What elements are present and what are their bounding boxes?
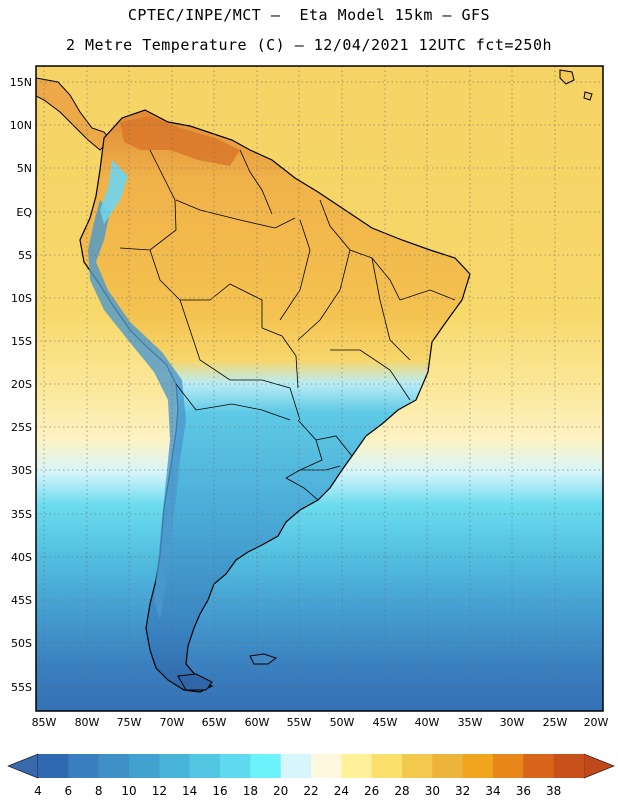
lat-label: 15N [10, 76, 32, 89]
lat-label: 40S [11, 551, 32, 564]
title-line-2: 2 Metre Temperature (C) – 12/04/2021 12U… [65, 36, 553, 54]
lat-label: 10S [11, 292, 32, 305]
colorbar-label: 30 [425, 784, 440, 798]
colorbar-label: 24 [334, 784, 349, 798]
colorbar-high-arrow [583, 753, 615, 779]
lat-label: 25S [11, 421, 32, 434]
colorbar-swatch [159, 754, 190, 778]
colorbar-label: 12 [152, 784, 167, 798]
colorbar-swatch [189, 754, 221, 778]
lat-label: 20S [11, 378, 32, 391]
lon-label: 20W [584, 716, 609, 729]
lon-label: 70W [160, 716, 185, 729]
colorbar-label: 10 [121, 784, 136, 798]
colorbar-swatch [493, 754, 524, 778]
colorbar-label: 6 [65, 784, 73, 798]
colorbar-swatch [311, 754, 342, 778]
tierra-del-fuego [177, 673, 213, 691]
lat-label: 55S [11, 681, 32, 694]
lon-label: 25W [543, 716, 568, 729]
colorbar-label: 26 [364, 784, 379, 798]
colorbar-swatch [402, 754, 433, 778]
map-frame [35, 65, 604, 712]
colorbar-label: 8 [95, 784, 103, 798]
lat-label: 50S [11, 637, 32, 650]
colorbar-swatch [129, 754, 160, 778]
colorbar: 4 6 8 10 12 14 16 18 20 22 24 26 28 30 32 34 36 38 [7, 753, 615, 798]
colorbar-swatch [341, 754, 372, 778]
andes-north-ridge [100, 160, 128, 224]
lon-label: 65W [202, 716, 227, 729]
title-line-1: CPTEC/INPE/MCT – Eta Model 15km – GFS [127, 6, 491, 24]
colorbar-swatch [98, 754, 130, 778]
lat-label: 15S [11, 335, 32, 348]
colorbar-label: 36 [516, 784, 531, 798]
colorbar-label: 28 [394, 784, 409, 798]
lon-label: 50W [330, 716, 355, 729]
lon-label: 60W [245, 716, 270, 729]
longitude-labels: 85W 80W 75W 70W 65W 60W 55W 50W 45W 40W … [32, 716, 609, 729]
colorbar-swatch [250, 754, 281, 778]
colorbar-low-arrow [7, 753, 39, 779]
colorbar-swatch [523, 754, 554, 778]
colorbar-label: 22 [303, 784, 318, 798]
lat-label: 30S [11, 464, 32, 477]
caribbean-islands [559, 69, 593, 101]
colorbar-swatch [553, 754, 585, 778]
colorbar-label: 38 [546, 784, 561, 798]
colorbar-label: 14 [182, 784, 197, 798]
lon-label: 35W [458, 716, 483, 729]
lon-label: 40W [415, 716, 440, 729]
lon-label: 30W [500, 716, 525, 729]
lat-label: 5N [17, 162, 32, 175]
falkland-islands [249, 653, 278, 665]
country-borders [119, 149, 456, 501]
colorbar-swatch [38, 754, 69, 778]
colorbar-label: 20 [273, 784, 288, 798]
lon-label: 45W [373, 716, 398, 729]
lon-label: 75W [117, 716, 142, 729]
andes-ridge [88, 200, 186, 620]
lat-label: 35S [11, 508, 32, 521]
latitude-labels: 15N 10N 5N EQ 5S 10S 15S 20S 25S 30S 35S… [10, 76, 33, 694]
colorbar-swatch [68, 754, 99, 778]
lon-label: 80W [75, 716, 100, 729]
colorbar-swatch [220, 754, 251, 778]
colorbar-swatch [280, 754, 312, 778]
colorbar-label: 4 [34, 784, 42, 798]
colorbar-label: 32 [455, 784, 470, 798]
lat-label: 10N [10, 119, 32, 132]
lon-label: 55W [287, 716, 312, 729]
lon-label: 85W [32, 716, 57, 729]
hot-region [120, 116, 240, 166]
colorbar-swatch [371, 754, 403, 778]
lat-label: EQ [16, 206, 32, 219]
colorbar-label: 34 [485, 784, 500, 798]
lat-label: 45S [11, 594, 32, 607]
colorbar-label: 18 [243, 784, 258, 798]
colorbar-label: 16 [212, 784, 227, 798]
colorbar-swatch [462, 754, 494, 778]
graticule [36, 66, 603, 711]
lat-label: 5S [18, 249, 32, 262]
colorbar-swatch [432, 754, 463, 778]
